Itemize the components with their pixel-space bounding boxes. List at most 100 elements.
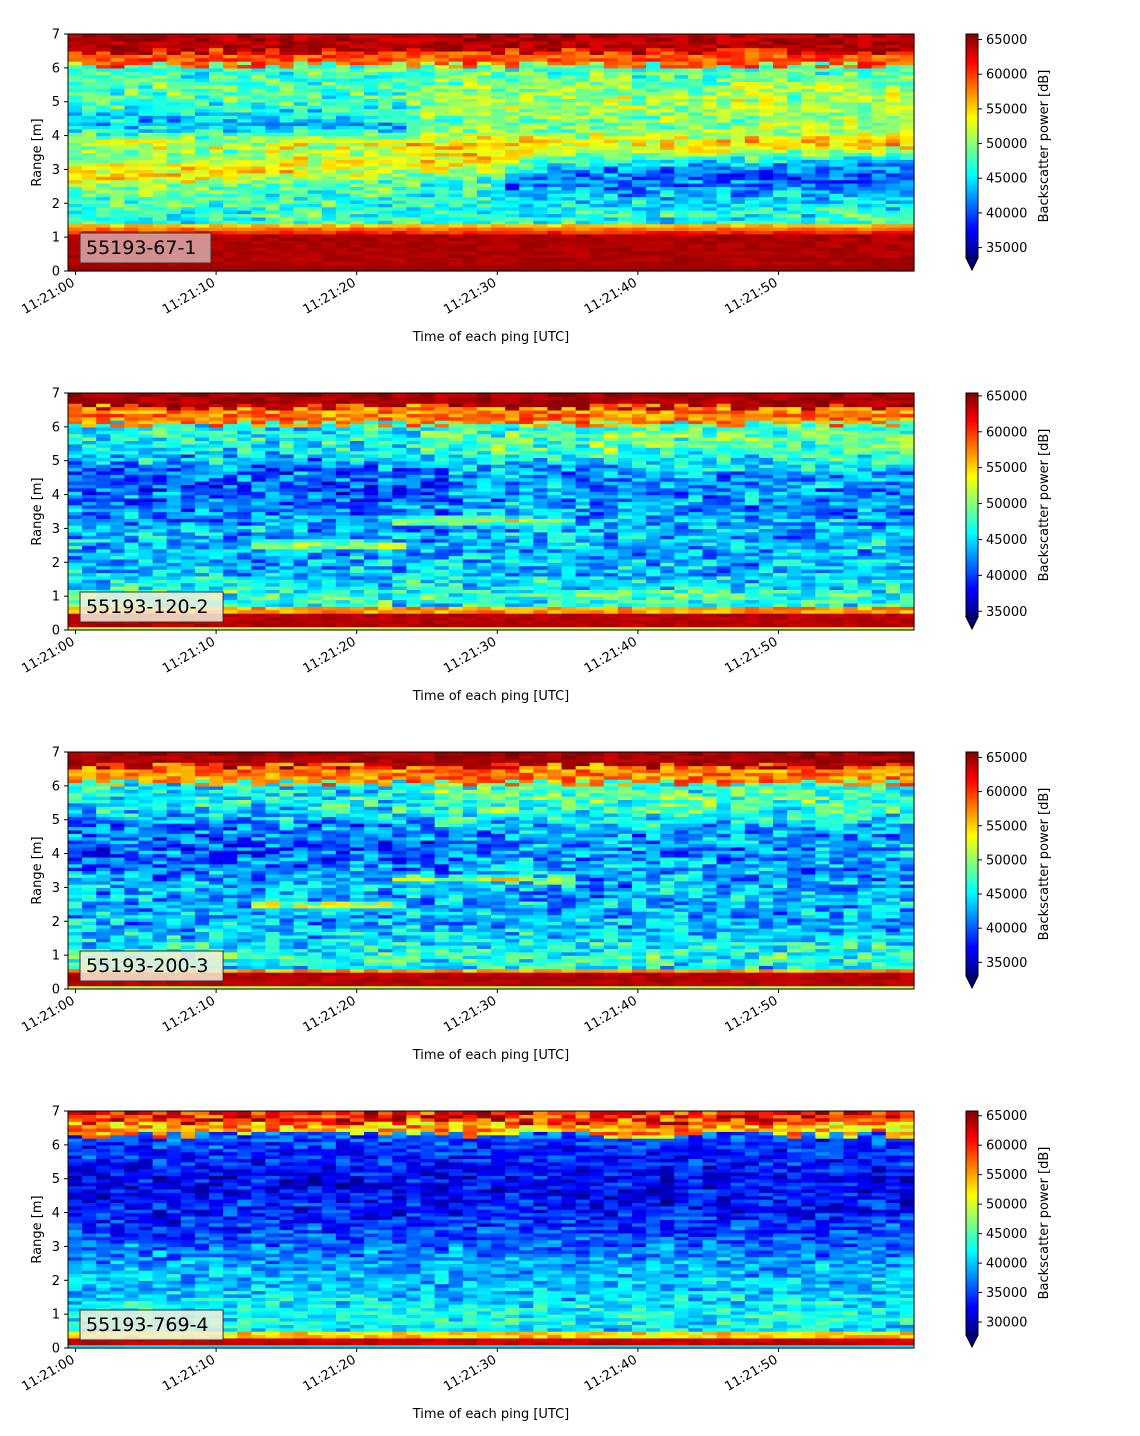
heatmap-cell [871,186,887,191]
heatmap-cell [632,260,647,265]
heatmap-cell [801,247,816,252]
heatmap-cell [773,115,788,120]
heatmap-cell [180,172,196,177]
heatmap-cell [152,226,168,231]
heatmap-cell [251,250,266,255]
heatmap-cell [406,213,422,218]
heatmap-cell [434,213,450,218]
heatmap-cell [420,243,436,248]
heatmap-cell [237,260,252,265]
heatmap-cell [815,108,830,113]
heatmap-cell [899,47,915,52]
heatmap-cell [237,135,252,140]
heatmap-cell [82,155,97,160]
heatmap-cell [124,460,140,465]
heatmap-cell [491,115,506,120]
heatmap-cell [448,50,464,55]
heatmap-cell [392,44,407,49]
heatmap-cell [138,585,154,590]
heatmap-cell [829,88,845,93]
colorbar-step [966,118,978,121]
heatmap-cell [152,152,168,157]
heatmap-cell [773,64,788,69]
heatmap-cell [335,81,351,86]
heatmap-cell [688,162,704,167]
colorbar-step [966,166,978,169]
heatmap-cell [180,569,196,574]
heatmap-cell [68,413,83,418]
heatmap-cell [307,115,323,120]
heatmap-cell [321,101,337,106]
heatmap-cell [152,558,168,563]
heatmap-cell [68,34,83,38]
heatmap-cell [589,118,605,123]
heatmap-cell [152,230,168,235]
heatmap-cell [209,40,224,45]
heatmap-cell [730,81,746,86]
heatmap-cell [96,91,111,96]
heatmap-cell [505,142,520,147]
heatmap-cell [223,203,238,208]
heatmap-cell [110,409,125,414]
heatmap-cell [589,71,605,76]
heatmap-cell [674,98,689,103]
heatmap-cell [476,254,492,259]
heatmap-cell [364,44,379,49]
heatmap-cell [110,565,125,570]
heatmap-cell [96,409,111,414]
heatmap-cell [378,125,393,130]
heatmap-cell [519,94,534,99]
heatmap-cell [716,216,732,221]
heatmap-cell [110,477,125,482]
heatmap-cell [350,149,365,154]
heatmap-cell [68,399,83,404]
heatmap-cell [378,78,393,82]
heatmap-cell [476,257,492,262]
heatmap-cell [603,226,619,231]
heatmap-cell [378,237,393,242]
heatmap-cell [434,172,450,177]
heatmap-cell [350,240,365,245]
heatmap-cell [603,105,619,110]
heatmap-cell [758,111,774,116]
heatmap-cell [293,166,309,171]
heatmap-cell [307,206,323,211]
heatmap-cell [124,169,140,174]
heatmap-cell [885,61,901,66]
heatmap-cell [758,118,774,123]
heatmap-cell [124,78,140,82]
heatmap-cell [350,142,365,147]
heatmap-cell [335,176,351,181]
heatmap-cell [758,240,774,245]
heatmap-cell [871,240,887,245]
heatmap-cell [843,230,859,235]
heatmap-cell [335,34,351,38]
heatmap-cell [251,240,266,245]
heatmap-cell [350,250,365,255]
heatmap-cell [392,213,407,218]
heatmap-cell [152,484,168,489]
heatmap-cell [561,172,577,177]
heatmap-cell [265,135,281,140]
heatmap-cell [251,243,266,248]
heatmap-cell [646,145,661,150]
heatmap-cell [561,193,577,198]
heatmap-cell [815,88,830,93]
heatmap-cell [124,111,140,116]
heatmap-cell [96,531,111,536]
heatmap-cell [632,105,647,110]
heatmap-cell [82,44,97,49]
y-tick-label: 4 [52,129,60,144]
colorbar-tick-label: 35000 [986,241,1027,256]
heatmap-cell [110,61,125,66]
heatmap-cell [519,98,534,103]
heatmap-cell [152,443,168,448]
heatmap-cell [448,108,464,113]
heatmap-cell [350,105,365,110]
heatmap-cell [829,111,845,116]
heatmap-cell [674,149,689,154]
heatmap-cell [209,186,224,191]
heatmap-cell [350,44,365,49]
heatmap-cell [674,54,689,59]
heatmap-cell [448,138,464,143]
